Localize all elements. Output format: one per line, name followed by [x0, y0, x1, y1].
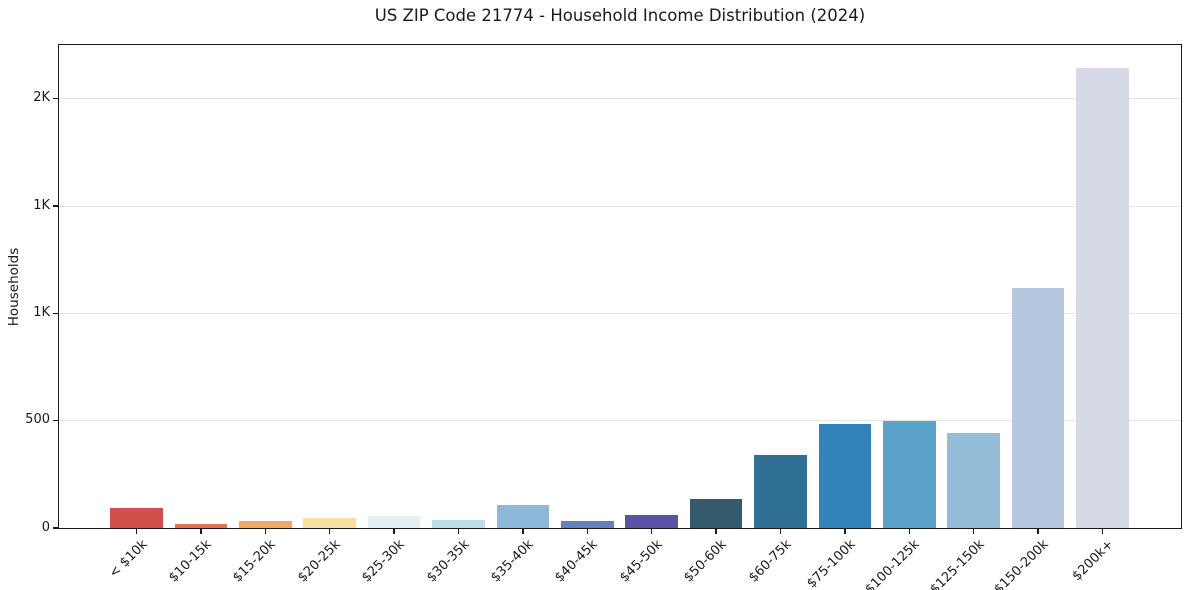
bar-150-200k [1011, 288, 1065, 528]
bar-75-100k [818, 423, 872, 528]
bar-10-15k [174, 524, 228, 528]
x-tick-mark [200, 529, 202, 534]
bar-20-25k [303, 517, 356, 528]
bar-10k [110, 507, 163, 528]
x-tick-mark [1037, 529, 1039, 534]
x-tick-mark [715, 529, 717, 534]
x-tick-mark [457, 529, 460, 534]
y-tick-mark [53, 527, 58, 529]
bar-25-30k [367, 515, 421, 528]
x-tick-mark [908, 529, 911, 534]
gridline [59, 205, 1181, 207]
x-tick-mark [328, 529, 331, 534]
y-tick-mark [53, 419, 58, 422]
x-tick-mark [844, 529, 846, 534]
bar-50-60k [689, 498, 743, 528]
x-tick-mark [264, 529, 267, 534]
bar-15-20k [239, 520, 292, 528]
x-tick-label: < $10k [106, 537, 151, 582]
x-tick-mark [586, 529, 589, 534]
bar-200k [1076, 67, 1129, 528]
bar-45-50k [625, 514, 678, 528]
y-tick-label: 1K [33, 304, 50, 320]
y-tick-mark [53, 312, 58, 315]
x-tick-mark [522, 529, 524, 534]
y-tick-mark [53, 97, 58, 100]
bar-60-75k [754, 455, 807, 528]
bar-35-40k [496, 505, 550, 528]
y-tick-label: 1K [33, 197, 50, 213]
y-tick-mark [53, 205, 58, 207]
plot-area [59, 45, 1181, 528]
y-tick-label: 2K [33, 90, 50, 106]
gridline [59, 420, 1181, 422]
x-tick-mark [393, 529, 395, 534]
x-tick-mark [972, 529, 975, 534]
gridline [59, 98, 1181, 100]
bar-125-150k [947, 432, 1000, 528]
x-tick-mark [1101, 529, 1104, 534]
chart-title: US ZIP Code 21774 - Household Income Dis… [374, 6, 866, 25]
bar-40-45k [561, 520, 614, 528]
gridline [59, 312, 1181, 314]
y-tick-label: 500 [25, 412, 50, 428]
x-tick-mark [135, 529, 138, 534]
bar-100-125k [883, 421, 936, 528]
x-tick-mark [650, 529, 653, 534]
x-tick-mark [779, 529, 782, 534]
y-tick-label: 0 [41, 519, 50, 535]
bar-30-35k [432, 519, 485, 528]
